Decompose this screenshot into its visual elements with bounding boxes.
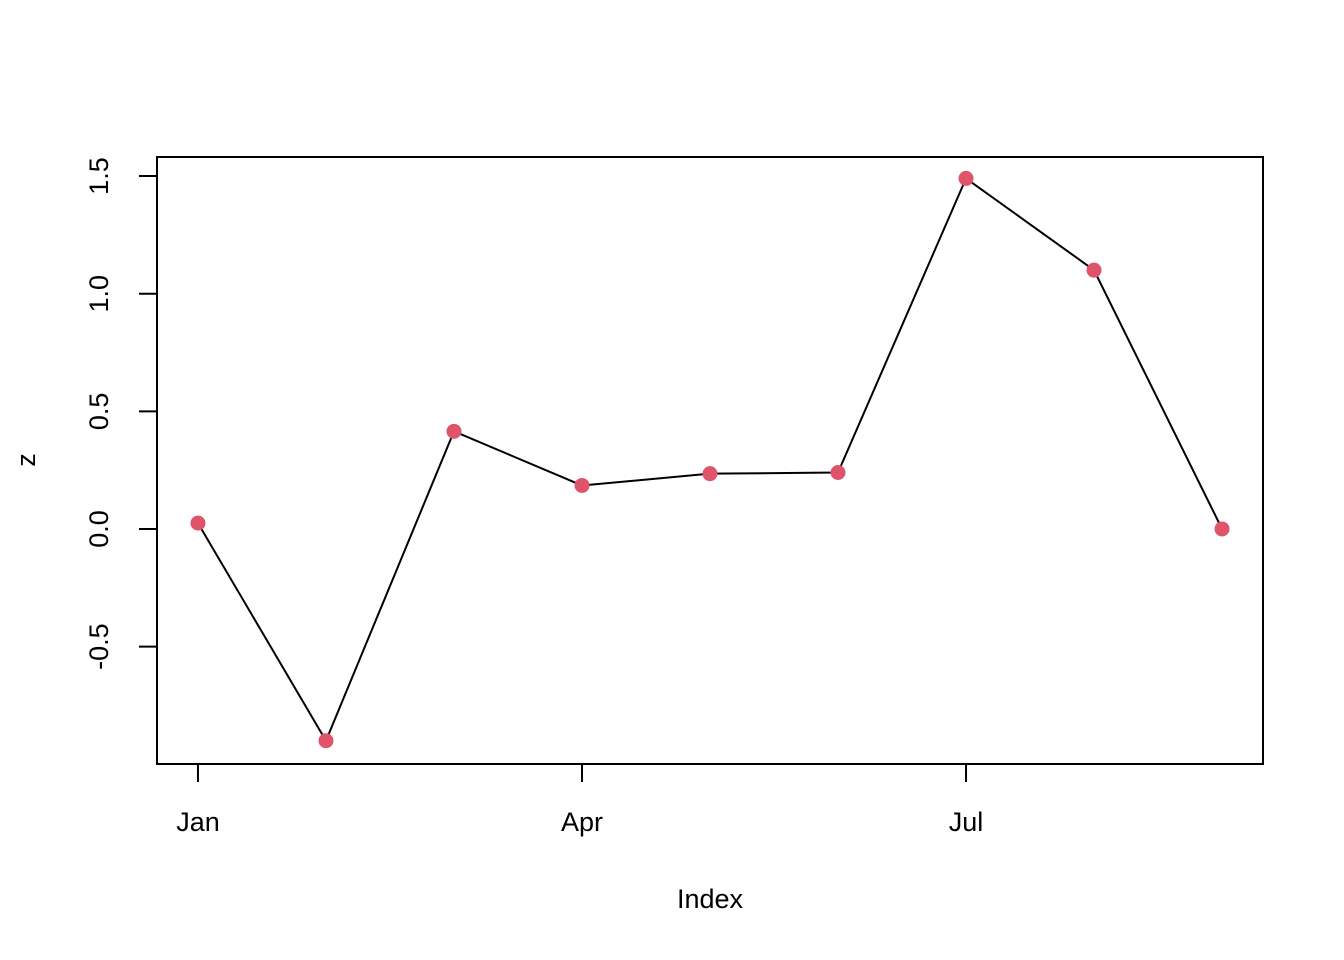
- data-point: [958, 170, 974, 186]
- x-tick-label: Jan: [176, 807, 220, 837]
- x-axis-label: Index: [677, 884, 744, 914]
- data-point: [830, 464, 846, 480]
- y-tick-label: -0.5: [84, 623, 114, 670]
- data-point: [702, 466, 718, 482]
- plot-frame: [156, 156, 1264, 765]
- x-tick-label: Apr: [561, 807, 603, 837]
- y-axis-label: z: [11, 453, 41, 467]
- data-point: [446, 423, 462, 439]
- data-line: [197, 176, 1223, 743]
- x-tick-label: Jul: [949, 807, 984, 837]
- data-point: [190, 515, 206, 531]
- y-tick-label: 0.0: [84, 510, 114, 548]
- y-tick-label: 1.5: [84, 157, 114, 195]
- y-tick-label: 0.5: [84, 393, 114, 431]
- data-point: [318, 733, 334, 749]
- y-tick-label: 1.0: [84, 275, 114, 313]
- data-point: [1214, 521, 1230, 537]
- data-point: [574, 477, 590, 493]
- data-point: [1086, 262, 1102, 278]
